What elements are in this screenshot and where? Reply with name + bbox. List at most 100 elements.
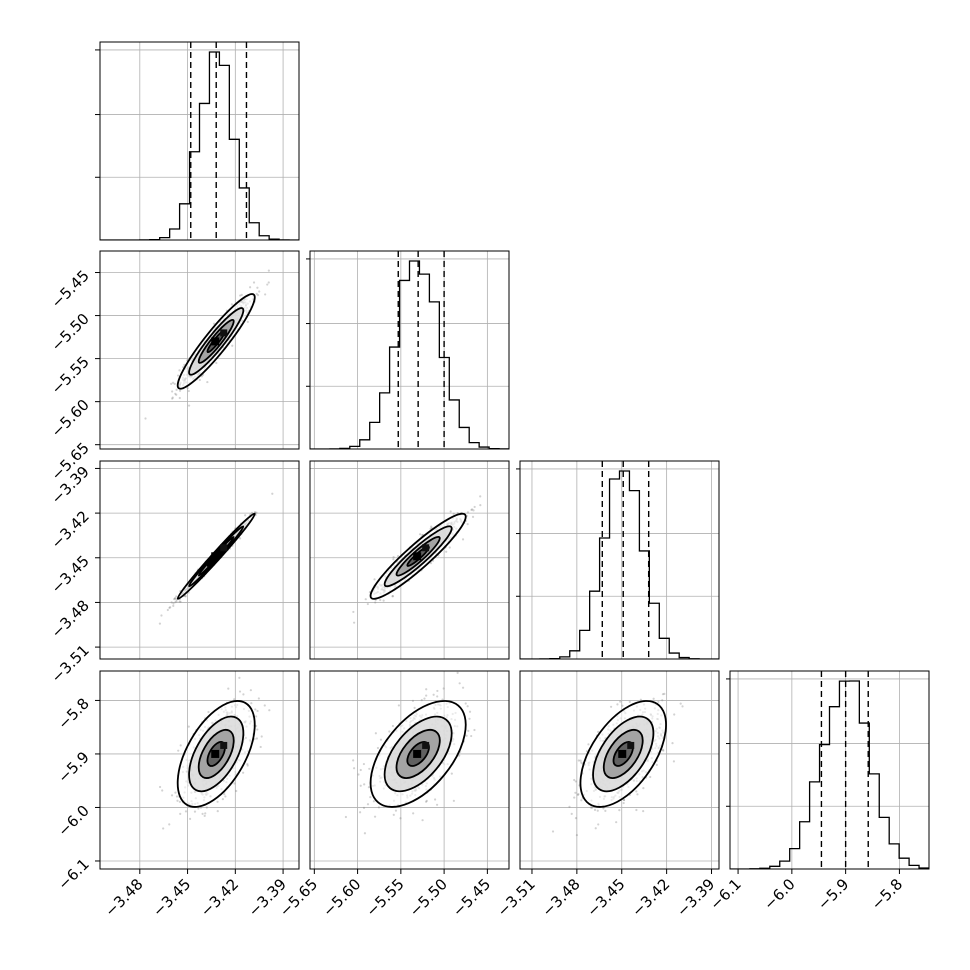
scatter-point [424, 800, 428, 803]
scatter-point [394, 809, 398, 812]
scatter-point [450, 772, 453, 775]
scatter-point [374, 601, 377, 604]
scatter-point [268, 709, 271, 712]
scatter-point [425, 688, 428, 691]
scatter-point [160, 614, 163, 617]
scatter-point [382, 599, 385, 602]
scatter-point [231, 344, 234, 347]
histogram-panel-0 [100, 42, 299, 240]
scatter-point [198, 378, 201, 382]
scatter-point [221, 797, 224, 801]
scatter-point [452, 799, 455, 802]
scatter-point [573, 778, 576, 782]
scatter-panel-1-0 [100, 251, 299, 449]
scatter-point [397, 704, 400, 707]
x-tick-label: −3.45 [149, 875, 194, 920]
scatter-point [254, 708, 257, 711]
histogram-panel-2 [520, 461, 719, 659]
scatter-point [618, 809, 621, 812]
scatter-point [207, 710, 210, 714]
scatter-point [473, 728, 476, 732]
scatter-point [570, 812, 573, 815]
scatter-point [423, 697, 426, 700]
scatter-point [169, 606, 172, 609]
scatter-point [661, 699, 664, 702]
scatter-point [256, 728, 259, 731]
panel-frame [729, 670, 930, 870]
scatter-point [173, 382, 176, 385]
scatter-point [679, 702, 682, 705]
scatter-point [188, 817, 192, 820]
scatter-point [577, 759, 580, 762]
density-peak [413, 552, 422, 561]
scatter-point [635, 808, 638, 812]
scatter-point [186, 387, 189, 390]
scatter-point [253, 511, 257, 514]
scatter-point [359, 768, 362, 772]
scatter-point [227, 687, 230, 690]
scatter-point [179, 600, 182, 603]
scatter-point [240, 293, 243, 297]
scatter-point [203, 814, 206, 818]
scatter-panel-3-2 [520, 671, 719, 869]
y-tick-label: −3.42 [48, 507, 93, 552]
scatter-point [464, 702, 467, 705]
panel-frame [309, 250, 510, 450]
histogram-steps [100, 51, 299, 240]
scatter-point [671, 742, 674, 745]
scatter-point [158, 785, 162, 789]
scatter-point [175, 600, 178, 603]
scatter-point [593, 808, 597, 812]
scatter-point [223, 793, 226, 796]
scatter-point [639, 698, 642, 701]
scatter-point [467, 729, 470, 732]
scatter-point [258, 290, 261, 293]
scatter-point [622, 801, 625, 805]
scatter-point [470, 734, 473, 738]
scatter-point [352, 767, 356, 770]
scatter-point [352, 610, 355, 614]
scatter-point [256, 286, 259, 289]
scatter-point [178, 600, 181, 603]
scatter-point [170, 794, 174, 797]
x-axis-0: −3.48 −3.45 −3.42 −3.39 [101, 869, 290, 920]
scatter-point [681, 705, 684, 708]
scatter-point [436, 695, 439, 698]
scatter-point [166, 608, 169, 612]
density-peak [422, 544, 430, 552]
scatter-point [250, 511, 254, 514]
scatter-point [197, 807, 200, 810]
scatter-point [263, 704, 266, 707]
scatter-point [173, 598, 176, 601]
scatter-point [391, 595, 394, 598]
x-tick-label: −6.0 [760, 875, 798, 913]
scatter-point [161, 789, 164, 792]
scatter-point [470, 508, 473, 511]
scatter-point [233, 782, 236, 785]
scatter-point [171, 390, 174, 393]
scatter-point [391, 595, 395, 598]
scatter-point [392, 558, 395, 561]
scatter-point [255, 292, 258, 295]
scatter-point [187, 389, 190, 393]
y-tick-label: −5.9 [54, 748, 92, 786]
y-tick-label: −3.48 [48, 597, 93, 642]
scatter-point [171, 396, 174, 399]
scatter-point [178, 396, 181, 400]
scatter-point [425, 694, 428, 697]
scatter-point [573, 796, 576, 799]
scatter-point [175, 595, 178, 598]
scatter-point [344, 815, 348, 819]
scatter-point [212, 322, 216, 325]
scatter-panel-2-1 [310, 461, 509, 659]
scatter-point [246, 762, 249, 766]
scatter-point [242, 771, 245, 774]
scatter-point [661, 693, 665, 696]
scatter-point [449, 510, 452, 513]
scatter-point [171, 397, 174, 400]
scatter-point [587, 743, 590, 746]
scatter-point [184, 595, 187, 598]
scatter-panel-2-0 [100, 461, 299, 659]
scatter-point [256, 294, 260, 297]
